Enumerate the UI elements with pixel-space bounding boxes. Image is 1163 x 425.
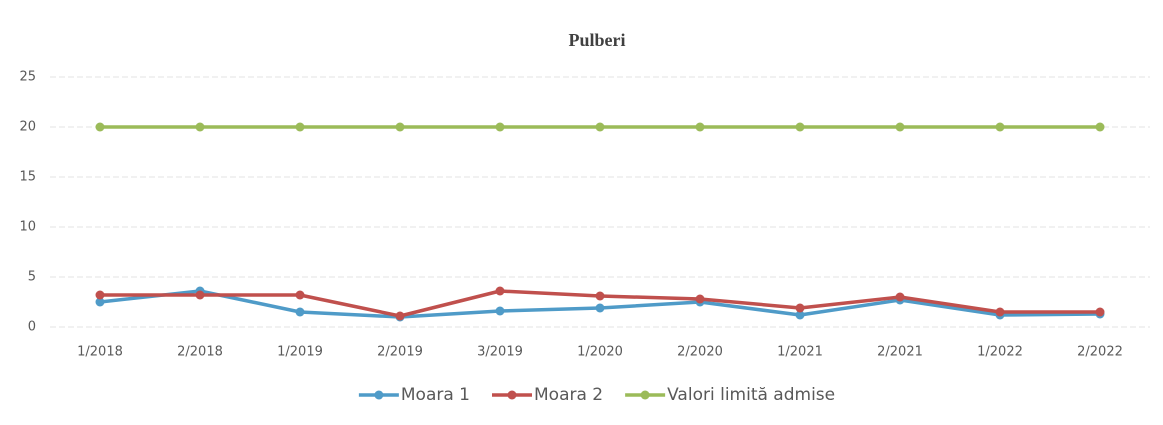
data-point [95, 122, 105, 132]
data-point [395, 311, 405, 321]
x-tick-label: 2/2021 [877, 345, 923, 360]
chart-title: Pulberi [569, 30, 626, 50]
legend-marker [640, 390, 650, 400]
x-tick-label: 2/2019 [377, 345, 423, 360]
data-point [795, 303, 805, 313]
data-point [195, 290, 205, 300]
data-point [495, 306, 505, 316]
x-tick-label: 1/2020 [577, 345, 623, 360]
data-point [695, 294, 705, 304]
data-point [595, 303, 605, 313]
data-point [795, 122, 805, 132]
data-point [95, 290, 105, 300]
x-tick-label: 1/2022 [977, 345, 1023, 360]
data-point [595, 291, 605, 301]
x-tick-label: 1/2018 [77, 345, 123, 360]
y-tick-label: 5 [28, 270, 36, 285]
legend-marker [507, 390, 517, 400]
data-point [495, 122, 505, 132]
data-point [195, 122, 205, 132]
data-point [1095, 122, 1105, 132]
data-point [395, 122, 405, 132]
data-point [995, 122, 1005, 132]
legend-item: Valori limită admise [625, 385, 835, 405]
data-point [1095, 307, 1105, 317]
data-point [595, 122, 605, 132]
data-point [695, 122, 705, 132]
data-point [795, 310, 805, 320]
data-point [295, 122, 305, 132]
y-tick-label: 15 [19, 170, 36, 185]
legend-label: Valori limită admise [667, 385, 835, 405]
legend-label: Moara 1 [401, 385, 470, 405]
x-tick-label: 1/2021 [777, 345, 823, 360]
data-point [895, 292, 905, 302]
x-tick-label: 2/2018 [177, 345, 223, 360]
legend: Moara 1 Moara 2 Valori limită admise [358, 385, 835, 405]
y-tick-label: 0 [28, 320, 36, 335]
x-tick-label: 1/2019 [277, 345, 323, 360]
x-tick-label: 3/2019 [477, 345, 523, 360]
grid [50, 76, 1150, 328]
x-tick-label: 2/2022 [1077, 345, 1123, 360]
legend-label: Moara 2 [534, 385, 603, 405]
data-point [895, 122, 905, 132]
data-point [95, 297, 105, 307]
y-tick-label: 20 [19, 120, 36, 135]
legend-marker [374, 390, 384, 400]
y-tick-label: 25 [19, 70, 36, 85]
data-point [295, 290, 305, 300]
legend-item: Moara 1 [358, 385, 470, 405]
y-tick-label: 10 [19, 220, 36, 235]
data-point [995, 307, 1005, 317]
data-point [295, 307, 305, 317]
legend-item: Moara 2 [492, 385, 603, 405]
x-tick-label: 2/2020 [677, 345, 723, 360]
data-point [495, 286, 505, 296]
